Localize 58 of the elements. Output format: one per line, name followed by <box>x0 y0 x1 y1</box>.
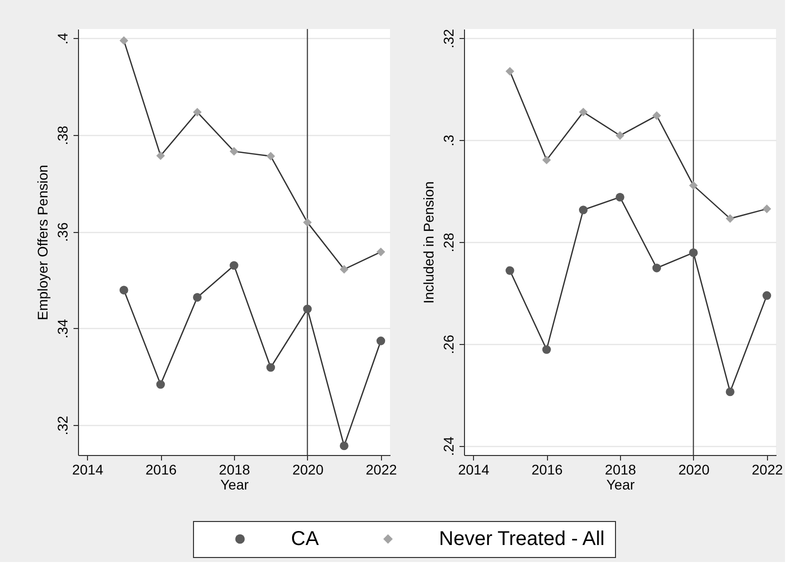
point <box>156 380 165 389</box>
y-tick-label: .32 <box>54 416 70 436</box>
point <box>762 204 772 214</box>
x-tick-label: 2022 <box>366 462 398 478</box>
point <box>230 261 238 270</box>
x-tick-label: 2020 <box>292 462 324 478</box>
point <box>578 108 588 116</box>
y-tick-label: .28 <box>440 232 456 252</box>
x-tick-label: 2016 <box>532 462 563 478</box>
point <box>689 181 698 190</box>
point <box>340 441 348 450</box>
point <box>689 248 698 258</box>
point <box>303 218 312 227</box>
y-tick-label: .26 <box>440 334 456 354</box>
point <box>303 304 312 314</box>
point <box>652 264 662 272</box>
y-tick-label: .4 <box>54 32 70 45</box>
point <box>616 131 624 140</box>
x-axis-title: Year <box>606 476 635 492</box>
point <box>578 206 588 214</box>
point <box>376 336 386 346</box>
point <box>192 108 202 116</box>
point <box>542 156 551 164</box>
point <box>120 36 128 45</box>
point <box>726 214 734 223</box>
x-tick-label: 2014 <box>458 462 490 478</box>
y-tick-label: .32 <box>440 28 456 48</box>
point <box>506 66 514 76</box>
point <box>506 266 514 275</box>
point <box>726 387 734 396</box>
y-tick-label: .34 <box>54 318 70 339</box>
y-axis-title: Employer Offers Pension <box>34 164 50 320</box>
point <box>192 293 202 302</box>
y-tick-label: .3 <box>440 134 456 146</box>
legend-label: CA <box>291 528 320 550</box>
point <box>616 192 624 202</box>
point <box>266 152 276 160</box>
y-tick-label: .24 <box>440 436 456 456</box>
point <box>652 111 662 120</box>
x-tick-label: 2014 <box>72 462 104 478</box>
y-tick-label: .38 <box>54 125 70 146</box>
x-tick-label: 2016 <box>146 462 177 478</box>
point <box>120 286 128 294</box>
legend-label: Never Treated - All <box>439 528 605 550</box>
point <box>376 248 386 256</box>
x-tick-label: 2020 <box>678 462 710 478</box>
x-axis-title: Year <box>220 476 249 492</box>
x-tick-label: 2018 <box>218 462 250 478</box>
point <box>156 151 165 160</box>
point <box>762 291 772 300</box>
point <box>230 147 238 156</box>
point <box>542 345 551 354</box>
y-axis-title: Included in Pension <box>420 181 436 304</box>
x-tick-label: 2022 <box>752 462 784 478</box>
point <box>266 363 276 372</box>
y-tick-label: .36 <box>54 222 70 242</box>
point <box>340 264 348 274</box>
x-tick-label: 2018 <box>604 462 636 478</box>
